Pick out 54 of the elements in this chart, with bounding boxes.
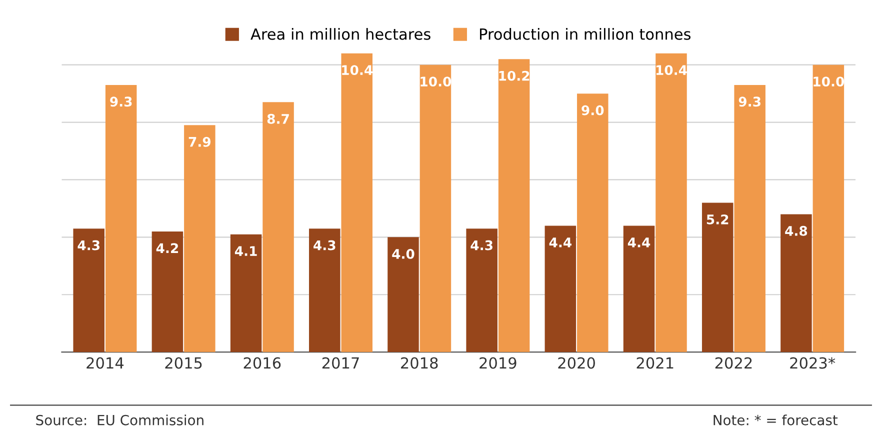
- bar: [105, 84, 137, 352]
- data-label: 4.1: [234, 246, 257, 256]
- source-note: Source: EU Commission: [36, 414, 204, 426]
- x-tick-label: 2023*: [790, 357, 836, 369]
- data-label: 10.0: [420, 76, 452, 87]
- x-tick-label: 2021: [636, 357, 674, 369]
- data-label: 9.3: [110, 96, 132, 107]
- bar: [309, 228, 340, 352]
- data-label: 4.2: [156, 243, 178, 253]
- bar: [656, 53, 687, 352]
- data-label: 9.3: [738, 96, 760, 107]
- data-label: 10.4: [656, 65, 687, 76]
- bar: [388, 237, 419, 352]
- data-label: 10.2: [499, 70, 530, 81]
- bar: [184, 125, 216, 352]
- text: Note: * = forecast: [714, 414, 838, 426]
- bar: [577, 94, 608, 352]
- x-tick-label: 2019: [480, 357, 516, 369]
- x-tick-label: 2016: [244, 357, 281, 369]
- bar: [498, 59, 530, 352]
- data-label: 5.2: [706, 214, 728, 224]
- data-label: 4.3: [78, 240, 100, 250]
- bar: [623, 226, 655, 352]
- data-label: 9.0: [582, 105, 604, 116]
- data-label: 4.3: [470, 240, 492, 250]
- bar: [73, 228, 104, 352]
- bar: [812, 64, 844, 352]
- data-label: 10.0: [814, 76, 844, 87]
- data-label: 4.8: [785, 226, 808, 236]
- data-label: 8.7: [267, 114, 289, 124]
- data-label: 10.4: [342, 65, 373, 76]
- bar: [341, 53, 372, 352]
- bar: [466, 228, 498, 352]
- data-label: 4.4: [549, 238, 572, 248]
- bar: [702, 202, 734, 352]
- x-tick-label: 2014: [86, 357, 124, 369]
- data-label: 4.3: [314, 240, 336, 250]
- x-tick-label: 2018: [401, 357, 438, 369]
- x-tick-label: 2017: [322, 357, 359, 369]
- bar: [734, 84, 766, 352]
- bar: [230, 234, 262, 352]
- bar: [420, 64, 452, 352]
- bar: [780, 214, 812, 352]
- bar: [262, 102, 294, 352]
- x-tick-label: 2015: [165, 357, 202, 369]
- data-label: 4.4: [628, 238, 650, 248]
- bar: [152, 231, 184, 352]
- legend-label: Production in million tonnes: [480, 28, 690, 40]
- legend-label: Area in million hectares: [250, 28, 430, 40]
- x-tick-label: 2020: [558, 357, 595, 369]
- data-label: 4.0: [392, 248, 414, 259]
- bar: [544, 226, 576, 352]
- x-tick-label: 2022: [715, 357, 752, 369]
- data-label: 7.9: [188, 136, 211, 147]
